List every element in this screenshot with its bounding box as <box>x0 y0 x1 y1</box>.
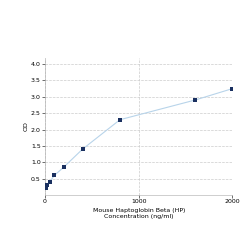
Point <box>44 185 48 189</box>
Point <box>43 186 47 190</box>
Point <box>118 118 122 122</box>
Point <box>48 180 52 184</box>
Point <box>44 186 48 190</box>
Point <box>52 173 56 177</box>
Point <box>45 183 49 187</box>
Point <box>193 98 197 102</box>
Point <box>80 147 84 151</box>
X-axis label: Mouse Haptoglobin Beta (HP)
Concentration (ng/ml): Mouse Haptoglobin Beta (HP) Concentratio… <box>92 208 185 219</box>
Point <box>62 165 66 169</box>
Y-axis label: OD: OD <box>23 121 28 131</box>
Point <box>230 86 234 90</box>
